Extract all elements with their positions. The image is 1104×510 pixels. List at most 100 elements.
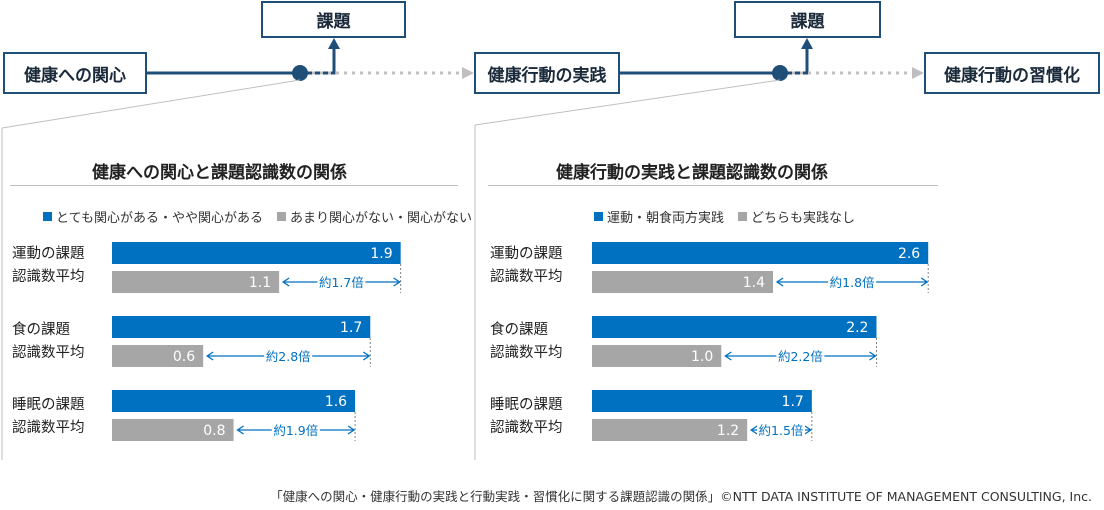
row-label-exercise-left: 運動の課題 認識数平均 (12, 243, 85, 289)
bar-value-label: 1.7 (782, 394, 804, 410)
flow-branch-right (780, 48, 809, 75)
bar-series2 (112, 419, 234, 441)
bar-series1 (592, 316, 877, 338)
ratio-label-bg (776, 348, 825, 364)
row-label-line: 食の課題 (12, 322, 70, 338)
flow-dotted-arrowhead-right (912, 67, 924, 79)
ratio-arrowhead-left (750, 425, 758, 435)
flow-box-habit: 健康行動の習慣化 (924, 52, 1100, 94)
chart-title-right: 健康行動の実践と課題認識数の関係 (556, 163, 828, 183)
ratio-label: 約1.5倍 (759, 423, 804, 438)
ratio-label: 約1.7倍 (319, 275, 364, 290)
ratio-label: 約2.8倍 (266, 349, 311, 364)
chart-title-left: 健康への関心と課題認識数の関係 (92, 163, 347, 183)
ratio-arrowhead-right (804, 425, 812, 435)
ratio-label-bg (828, 274, 877, 290)
flow-box-issue-left: 課題 (261, 1, 406, 38)
bar-series1 (592, 390, 812, 412)
ratio-arrowhead-left (236, 425, 244, 435)
legend-right: 運動・朝食両方実践 どちらも実践なし (594, 207, 869, 226)
bar-value-label: 2.2 (846, 320, 868, 336)
ratio-label-bg (317, 274, 366, 290)
legend-swatch-blue (594, 212, 603, 221)
bar-series1 (112, 390, 356, 412)
bar-series1 (592, 242, 929, 264)
row-label-line: 運動の課題 (490, 246, 563, 262)
row-label-sleep-right: 睡眠の課題 認識数平均 (490, 394, 563, 440)
row-label-exercise-right: 運動の課題 認識数平均 (490, 243, 563, 289)
ratio-arrowhead-right (869, 351, 877, 361)
row-label-line: 睡眠の課題 (490, 397, 563, 413)
bar-value-label: 1.4 (743, 275, 765, 291)
flow-arrowhead-right (801, 38, 813, 49)
bar-value-label: 1.7 (340, 320, 362, 336)
ratio-label-bg (271, 422, 320, 438)
row-label-line: 認識数平均 (490, 345, 563, 361)
ratio-arrowhead-right (362, 351, 371, 361)
ratio-arrowhead-left (281, 277, 290, 287)
row-label-line: 認識数平均 (12, 345, 85, 361)
row-label-line: 認識数平均 (490, 420, 563, 436)
bar-value-label: 0.6 (173, 349, 195, 365)
bar-series2 (592, 419, 748, 441)
legend-swatch-blue (43, 212, 52, 221)
callout-line-left (1, 79, 301, 129)
flow-box-practice: 健康行動の実践 (474, 52, 620, 94)
legend-left: とても関心がある・やや関心がある あまり関心がない・関心がない (43, 207, 486, 226)
legend-item-left-1: とても関心がある・やや関心がある (43, 207, 263, 226)
ratio-arrowhead-left (205, 351, 214, 361)
row-label-line: 食の課題 (490, 322, 548, 338)
bar-series2 (112, 271, 280, 293)
bar-value-label: 1.6 (325, 394, 347, 410)
flow-arrowhead-left (328, 38, 340, 49)
flow-box-interest: 健康への関心 (3, 52, 147, 94)
bar-series2 (112, 345, 204, 367)
legend-item-right-1: 運動・朝食両方実践 (594, 207, 724, 226)
legend-swatch-gray (738, 212, 748, 221)
flow-node-left (292, 65, 308, 81)
legend-label: どちらも実践なし (751, 211, 856, 226)
row-label-food-right: 食の課題 認識数平均 (490, 319, 563, 365)
chart-rule-left (10, 185, 458, 186)
row-label-line: 認識数平均 (490, 269, 563, 285)
legend-swatch-gray (276, 212, 286, 221)
bar-value-label: 1.2 (717, 423, 739, 439)
ratio-arrowhead-right (920, 277, 929, 287)
row-label-food-left: 食の課題 認識数平均 (12, 319, 85, 365)
legend-item-left-2: あまり関心がない・関心がない (276, 207, 472, 226)
row-label-line: 運動の課題 (12, 246, 85, 262)
flow-node-right (772, 65, 788, 81)
ratio-arrowhead-left (775, 277, 784, 287)
row-label-sleep-left: 睡眠の課題 認識数平均 (12, 394, 85, 440)
row-label-line: 睡眠の課題 (12, 397, 85, 413)
flow-box-issue-right: 課題 (734, 1, 881, 38)
bar-value-label: 1.1 (249, 275, 271, 291)
ratio-arrowhead-right (393, 277, 401, 287)
bar-series2 (592, 345, 722, 367)
bar-value-label: 2.6 (898, 246, 920, 262)
row-label-line: 認識数平均 (12, 269, 85, 285)
ratio-arrowhead-left (724, 351, 732, 361)
bar-series2 (592, 271, 774, 293)
legend-label: とても関心がある・やや関心がある (56, 211, 263, 226)
row-label-line: 認識数平均 (12, 420, 85, 436)
flow-branch-left (300, 48, 336, 75)
ratio-label: 約1.8倍 (830, 275, 875, 290)
bar-value-label: 1.0 (691, 349, 713, 365)
callout-line-right (474, 79, 781, 126)
ratio-label: 約2.2倍 (778, 349, 823, 364)
bar-value-label: 0.8 (203, 423, 225, 439)
ratio-arrowhead-right (347, 425, 356, 435)
bar-value-label: 1.9 (370, 246, 392, 262)
legend-label: 運動・朝食両方実践 (607, 211, 725, 226)
legend-label: あまり関心がない・関心がない (289, 211, 472, 226)
footnote: 「健康への関心・健康行動の実践と行動実践・習慣化に関する課題認識の関係」©NTT… (270, 489, 1092, 504)
ratio-label-bg (264, 348, 313, 364)
chart-rule-right (488, 185, 938, 186)
ratio-label: 約1.9倍 (273, 423, 318, 438)
flow-dotted-arrowhead-left (462, 67, 474, 79)
bar-series1 (112, 316, 371, 338)
ratio-label-bg (757, 422, 805, 438)
